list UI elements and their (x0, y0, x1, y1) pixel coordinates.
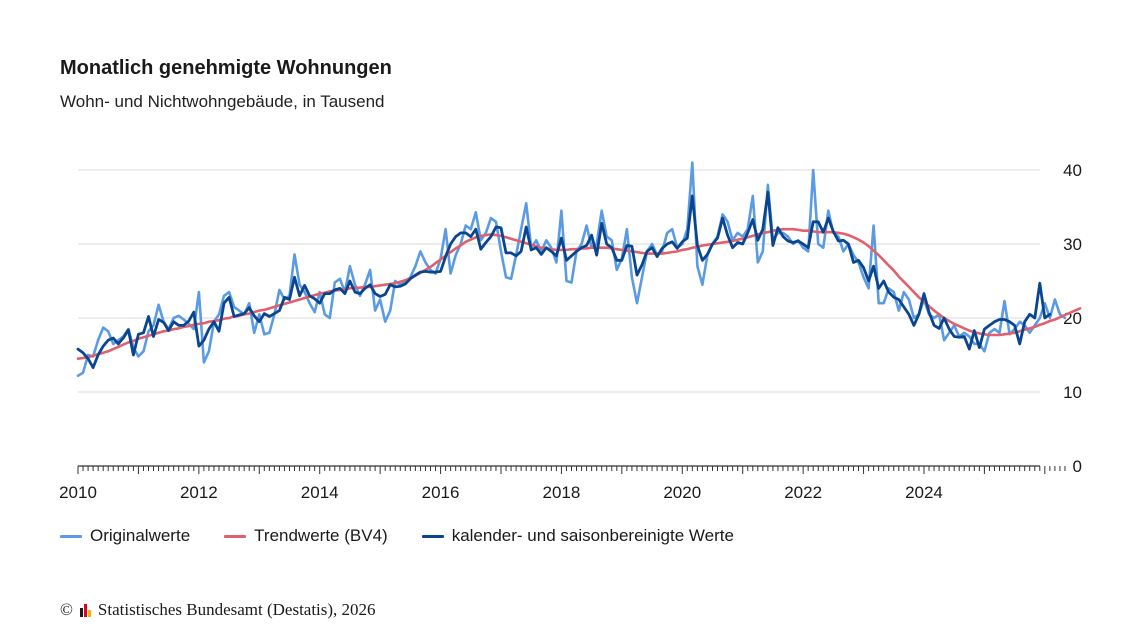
x-tick-label-2016: 2016 (422, 483, 460, 502)
y-tick-label-0: 0 (1073, 457, 1082, 476)
legend-item-trend[interactable]: Trendwerte (BV4) (224, 526, 388, 546)
legend-item-original[interactable]: Originalwerte (60, 526, 190, 546)
y-tick-label-30: 30 (1063, 235, 1082, 254)
copyright-symbol: © (60, 600, 73, 619)
y-tick-label-10: 10 (1063, 383, 1082, 402)
legend-label-trend: Trendwerte (BV4) (254, 526, 388, 545)
chart-subtitle: Wohn- und Nichtwohngebäude, in Tausend (60, 92, 385, 111)
logo-bar-1 (79, 607, 83, 617)
legend-label-adjusted: kalender- und saisonbereinigte Werte (451, 526, 734, 545)
x-tick-label-2010: 2010 (59, 483, 97, 502)
chart-title: Monatlich genehmigte Wohnungen (60, 57, 392, 79)
series-line-adjusted (76, 190, 1052, 370)
legend-swatch-trend (224, 534, 247, 538)
legend-swatch-adjusted (421, 534, 444, 538)
x-tick-label-2022: 2022 (784, 483, 822, 502)
x-tick-label-2012: 2012 (180, 483, 218, 502)
logo-bar-3 (87, 609, 91, 617)
legend-item-adjusted[interactable]: kalender- und saisonbereinigte Werte (421, 526, 734, 546)
source-footer: © Statistisches Bundesamt (Destatis), 20… (60, 600, 376, 620)
chart-legend: Originalwerte Trendwerte (BV4) kalender-… (60, 526, 734, 546)
legend-swatch-original (60, 534, 82, 538)
x-tick-label-2024: 2024 (905, 483, 943, 502)
series-line-original (76, 161, 1067, 378)
y-tick-label-40: 40 (1063, 161, 1082, 180)
x-tick-label-2014: 2014 (301, 483, 339, 502)
destatis-logo-icon (79, 603, 91, 617)
source-text: Statistisches Bundesamt (Destatis), 2026 (97, 600, 376, 619)
logo-bar-2 (83, 603, 87, 617)
legend-label-original: Originalwerte (90, 526, 191, 545)
x-tick-label-2020: 2020 (663, 483, 701, 502)
x-tick-label-2018: 2018 (543, 483, 581, 502)
